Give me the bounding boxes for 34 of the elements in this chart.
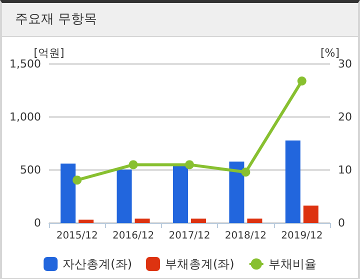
bar bbox=[247, 218, 262, 223]
x-tick-label: 2018/12 bbox=[224, 230, 266, 242]
bar bbox=[191, 218, 206, 223]
x-tick-label: 2016/12 bbox=[112, 230, 154, 242]
point bbox=[297, 76, 306, 86]
y-tick-label: 0 bbox=[34, 216, 41, 230]
y-tick-label: 1,500 bbox=[10, 58, 41, 70]
point bbox=[185, 160, 194, 170]
point bbox=[241, 168, 250, 177]
point bbox=[128, 160, 138, 170]
x-tick-label: 2017/12 bbox=[168, 230, 210, 242]
y2-tick-label: 30 bbox=[338, 58, 352, 70]
bar bbox=[303, 206, 318, 223]
bar bbox=[60, 164, 76, 223]
point bbox=[72, 176, 82, 185]
bar bbox=[285, 140, 300, 223]
y2-tick-label: 20 bbox=[338, 110, 352, 124]
y-axis-title: [억원] bbox=[34, 46, 64, 60]
bar bbox=[134, 218, 150, 223]
y2-axis-title: [%] bbox=[320, 46, 340, 60]
y-tick-label: 500 bbox=[20, 164, 41, 176]
bar bbox=[116, 170, 132, 223]
x-tick-label: 2015/12 bbox=[56, 230, 98, 242]
bar bbox=[229, 162, 244, 223]
legend-label: 자산총계(좌) bbox=[62, 257, 132, 271]
legend-label: 부채총계(좌) bbox=[165, 257, 234, 271]
y-tick-label: 1,000 bbox=[10, 110, 41, 124]
legend-label: 부채비율 bbox=[268, 257, 316, 271]
bar bbox=[78, 220, 94, 223]
y2-tick-label: 0 bbox=[338, 216, 345, 230]
chart-title: 주요재 무항목 bbox=[2, 3, 358, 37]
x-tick-label: 2019/12 bbox=[281, 230, 323, 242]
y2-tick-label: 10 bbox=[338, 164, 352, 176]
bar bbox=[173, 164, 188, 223]
